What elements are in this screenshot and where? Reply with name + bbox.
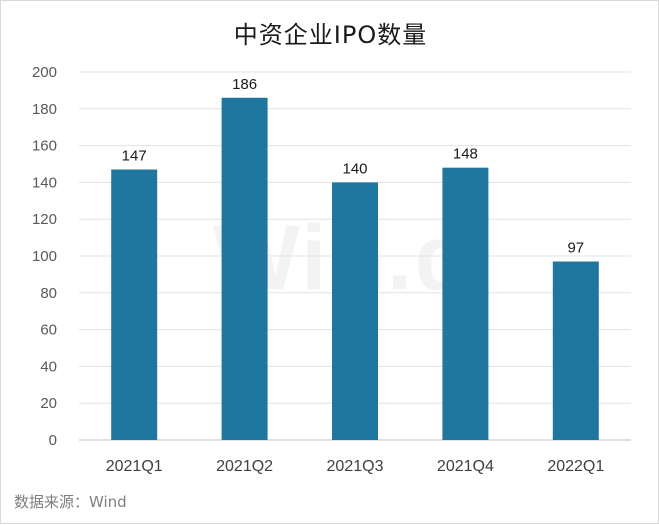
data-label: 140 bbox=[342, 160, 367, 177]
x-tick-label: 2022Q1 bbox=[547, 458, 604, 475]
bar bbox=[332, 182, 378, 440]
y-tick-label: 100 bbox=[32, 248, 57, 265]
x-tick-label: 2021Q1 bbox=[106, 458, 163, 475]
chart-title: 中资企业IPO数量 bbox=[233, 21, 428, 49]
y-tick-label: 140 bbox=[32, 174, 57, 191]
data-label: 147 bbox=[122, 148, 147, 165]
y-tick-label: 120 bbox=[32, 211, 57, 228]
bar bbox=[552, 261, 599, 440]
x-tick-label: 2021Q2 bbox=[216, 458, 273, 475]
y-tick-label: 200 bbox=[32, 64, 57, 81]
data-label: 148 bbox=[453, 146, 478, 163]
y-tick-label: 60 bbox=[40, 322, 57, 339]
y-tick-label: 40 bbox=[40, 358, 57, 375]
y-tick-label: 20 bbox=[40, 395, 57, 412]
data-label: 186 bbox=[232, 76, 257, 93]
y-tick-label: 160 bbox=[32, 138, 57, 155]
bar bbox=[221, 97, 268, 440]
bar bbox=[111, 169, 158, 440]
source-note: 数据来源：Wind bbox=[14, 493, 127, 511]
x-tick-label: 2021Q3 bbox=[327, 458, 384, 475]
y-tick-label: 180 bbox=[32, 101, 57, 118]
y-tick-label: 80 bbox=[40, 285, 57, 302]
y-tick-label: 0 bbox=[49, 432, 57, 449]
x-tick-label: 2021Q4 bbox=[437, 458, 494, 475]
data-label: 97 bbox=[567, 240, 584, 257]
bar bbox=[442, 167, 489, 440]
